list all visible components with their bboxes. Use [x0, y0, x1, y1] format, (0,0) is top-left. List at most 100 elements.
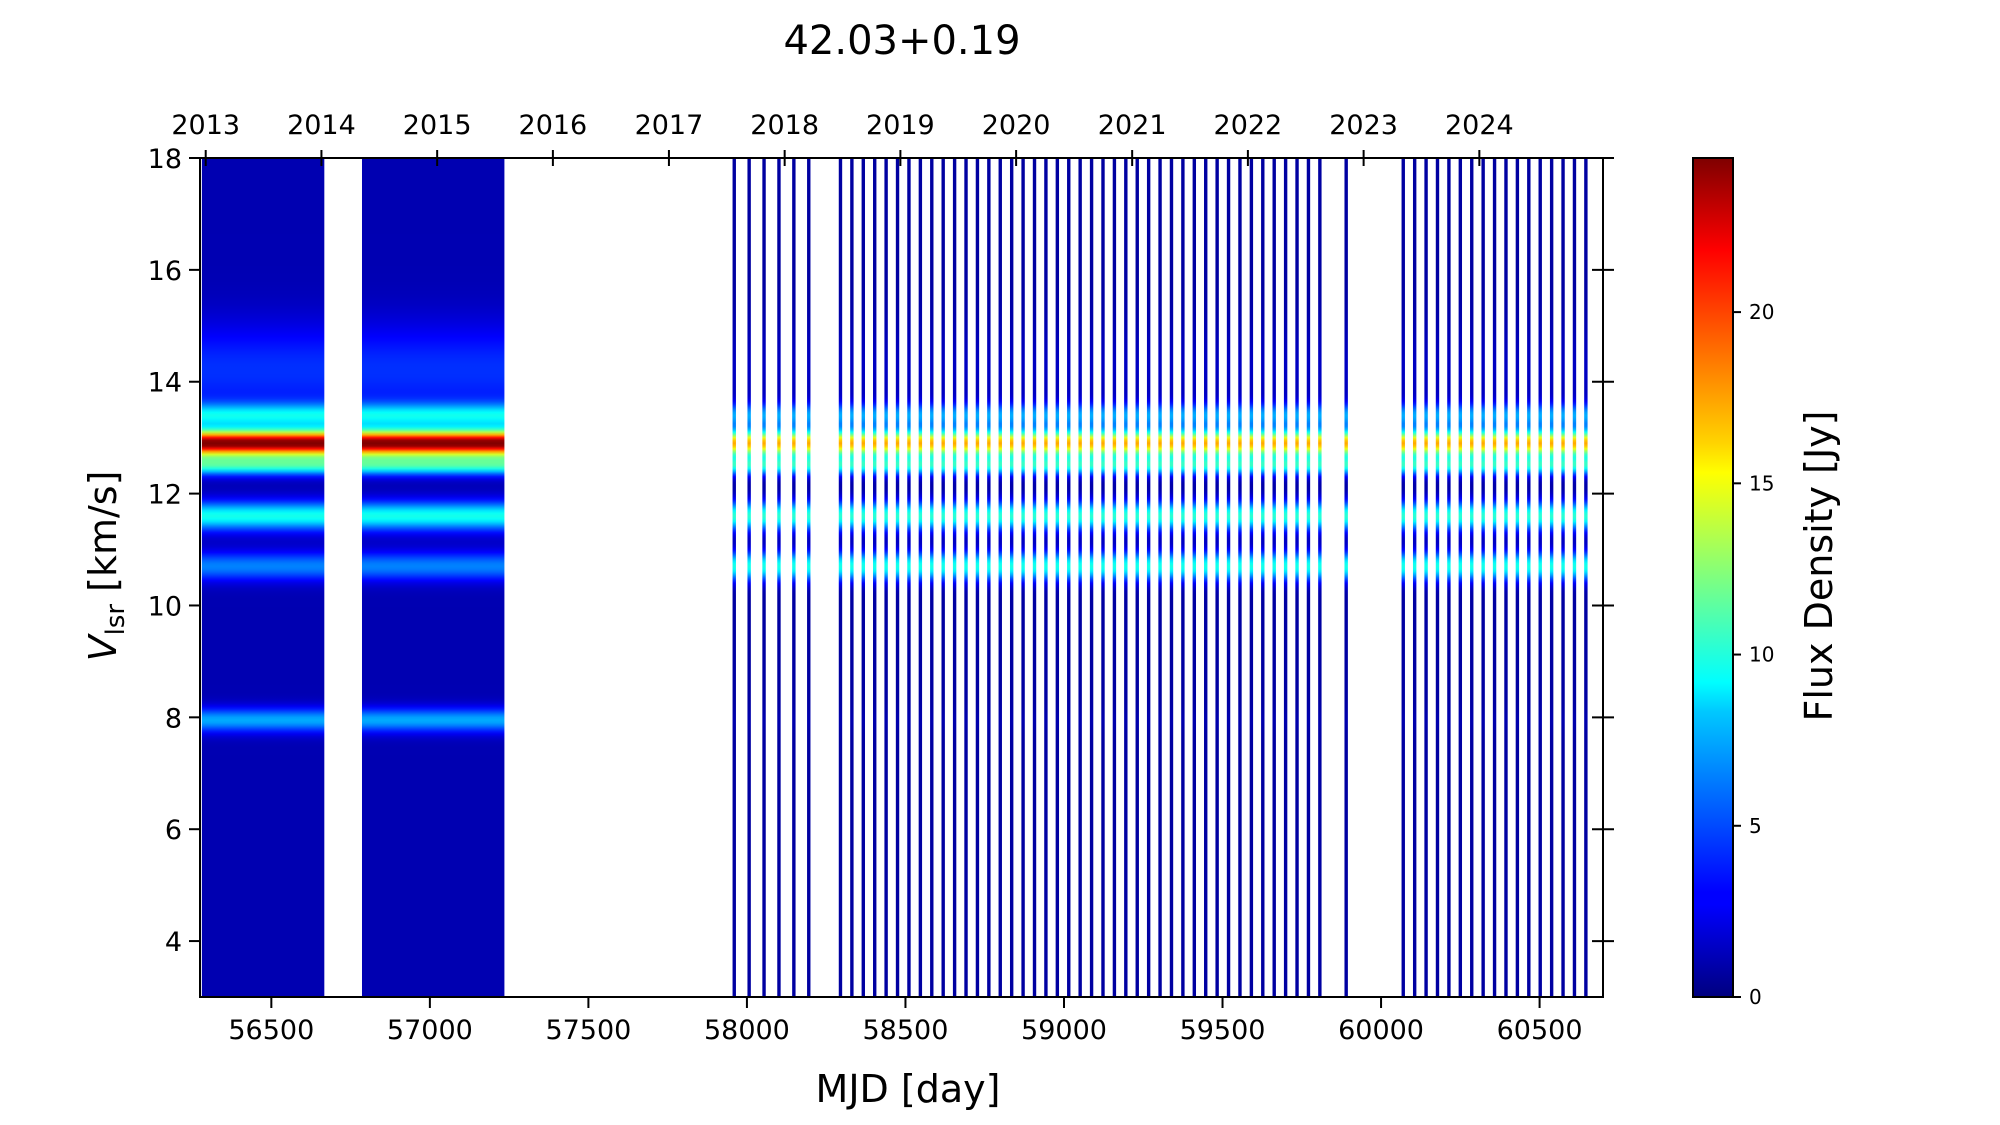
observation-column — [280, 158, 283, 997]
observation-column — [318, 158, 322, 997]
observation-column — [732, 158, 736, 997]
observation-column — [298, 158, 302, 997]
observation-column — [278, 158, 282, 997]
y-tick-label: 4 — [165, 927, 182, 958]
observation-column — [1158, 158, 1162, 997]
observation-column — [1318, 158, 1322, 997]
observation-column — [417, 158, 421, 997]
observation-column — [424, 158, 428, 997]
year-tick-label: 2021 — [1098, 110, 1167, 141]
observation-column — [777, 158, 781, 997]
observation-column — [440, 158, 444, 997]
observation-column — [291, 158, 295, 997]
observation-column — [380, 158, 384, 997]
observation-column — [488, 158, 492, 997]
y-tick-label: 16 — [148, 256, 182, 287]
observation-column — [257, 158, 261, 997]
observation-column — [216, 158, 219, 997]
observation-column — [369, 158, 372, 997]
observation-column — [386, 158, 389, 997]
observation-column — [246, 158, 249, 997]
observation-column — [461, 158, 465, 997]
observation-column — [474, 158, 478, 997]
x-tick-label: 60000 — [1338, 1015, 1424, 1046]
y-tick-label: 6 — [165, 815, 182, 846]
observation-column — [747, 158, 751, 997]
observation-column — [321, 158, 325, 997]
observation-column — [1584, 158, 1588, 997]
observation-column — [473, 158, 476, 997]
observation-column — [443, 158, 446, 997]
observation-column — [1401, 158, 1405, 997]
observation-column — [1089, 158, 1094, 997]
observation-column — [1306, 158, 1311, 997]
observation-column — [419, 158, 422, 997]
colorbar-label: Flux Density [Jy] — [1797, 411, 1841, 722]
observation-column — [396, 158, 399, 997]
y-tick-label: 14 — [148, 368, 182, 399]
observation-column — [484, 158, 488, 997]
observation-column — [389, 158, 392, 997]
observation-column — [306, 158, 309, 997]
observation-column — [459, 158, 462, 997]
observation-column — [447, 158, 451, 997]
observation-column — [310, 158, 313, 997]
observation-column — [210, 158, 214, 997]
observation-column — [470, 158, 474, 997]
observation-column — [258, 158, 262, 997]
x-tick-label: 59500 — [1180, 1015, 1266, 1046]
observation-column — [439, 158, 442, 997]
observation-column — [463, 158, 466, 997]
observation-column — [481, 158, 485, 997]
observation-column — [501, 158, 505, 997]
observation-column — [209, 158, 212, 997]
observation-column — [233, 158, 236, 997]
observation-column — [399, 158, 402, 997]
observation-column — [464, 158, 468, 997]
observation-column — [308, 158, 312, 997]
observation-column — [497, 158, 501, 997]
observation-column — [414, 158, 418, 997]
observation-column — [1181, 158, 1185, 997]
observation-column — [256, 158, 259, 997]
observation-column — [437, 158, 441, 997]
x-tick-label: 57500 — [545, 1015, 631, 1046]
chart-title: 42.03+0.19 — [783, 18, 1020, 64]
observation-column — [450, 158, 454, 997]
x-tick-label: 58000 — [704, 1015, 790, 1046]
x-axis-label: MJD [day] — [816, 1067, 1001, 1111]
observation-column — [1412, 158, 1417, 997]
year-tick-label: 2016 — [519, 110, 588, 141]
observation-column — [228, 158, 232, 997]
colorbar — [1692, 157, 1734, 998]
observation-column — [483, 158, 486, 997]
observation-column — [1344, 158, 1348, 997]
observation-column — [311, 158, 315, 997]
observation-column — [361, 158, 365, 997]
observation-column — [838, 158, 843, 997]
y-tick-label: 18 — [148, 144, 182, 175]
observation-column — [480, 158, 484, 997]
x-tick-label: 58500 — [863, 1015, 949, 1046]
plot-frame — [199, 157, 1604, 998]
observation-column — [460, 158, 464, 997]
observation-column — [390, 158, 394, 997]
observation-column — [411, 158, 415, 997]
observation-column — [423, 158, 426, 997]
observation-column — [376, 158, 379, 997]
observation-column — [1515, 158, 1520, 997]
observation-column — [1504, 158, 1508, 997]
x-tick-label: 59000 — [1021, 1015, 1107, 1046]
observation-column — [478, 158, 482, 997]
observation-column — [231, 158, 235, 997]
observation-column — [201, 158, 205, 997]
year-tick-label: 2023 — [1329, 110, 1398, 141]
observation-column — [236, 158, 239, 997]
observation-column — [941, 158, 945, 997]
colorbar-tick-label: 10 — [1749, 643, 1774, 667]
observation-column — [243, 158, 246, 997]
y-tick-label: 8 — [165, 703, 182, 734]
observation-column — [284, 158, 288, 997]
observation-column — [303, 158, 306, 997]
observation-column — [998, 158, 1002, 997]
